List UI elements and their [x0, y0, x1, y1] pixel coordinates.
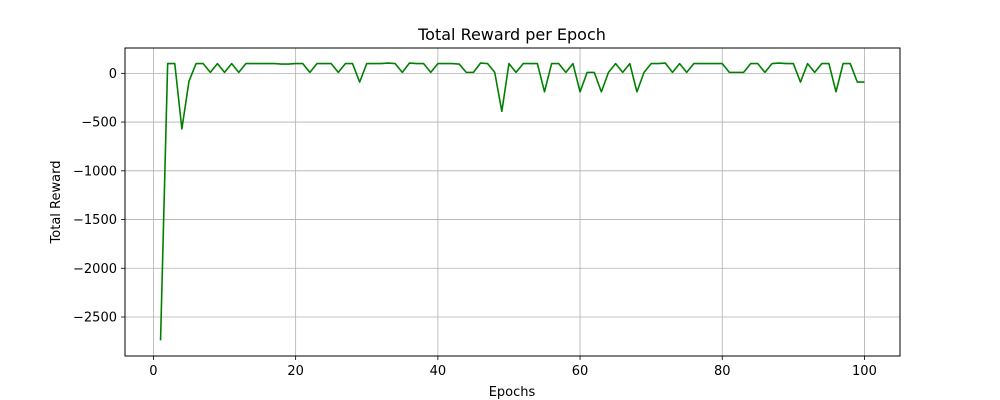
- x-tick-label: 80: [714, 364, 731, 379]
- y-axis-label: Total Reward: [49, 161, 64, 245]
- axis-ticks: 0 20 40 60 80 100 0 −500 −1000 −1500 −2000 −2500: [73, 67, 877, 379]
- y-tick-label: −2500: [73, 311, 117, 326]
- y-tick-label: −1000: [73, 164, 117, 179]
- series-line: [159, 62, 865, 341]
- x-tick-label: 40: [430, 364, 447, 379]
- x-axis-label: Epochs: [489, 385, 536, 400]
- x-tick-label: 0: [149, 364, 157, 379]
- y-tick-label: −2000: [73, 262, 117, 277]
- y-tick-label: −1500: [73, 213, 117, 228]
- plot-frame: [124, 47, 901, 357]
- y-tick-label: −500: [81, 116, 117, 131]
- chart-title: Total Reward per Epoch: [417, 25, 606, 44]
- x-tick-label: 20: [287, 364, 304, 379]
- grid-lines: [125, 48, 900, 356]
- x-tick-label: 100: [852, 364, 877, 379]
- series-layer: [159, 62, 865, 341]
- x-tick-label: 60: [572, 364, 589, 379]
- y-tick-label: 0: [109, 67, 117, 82]
